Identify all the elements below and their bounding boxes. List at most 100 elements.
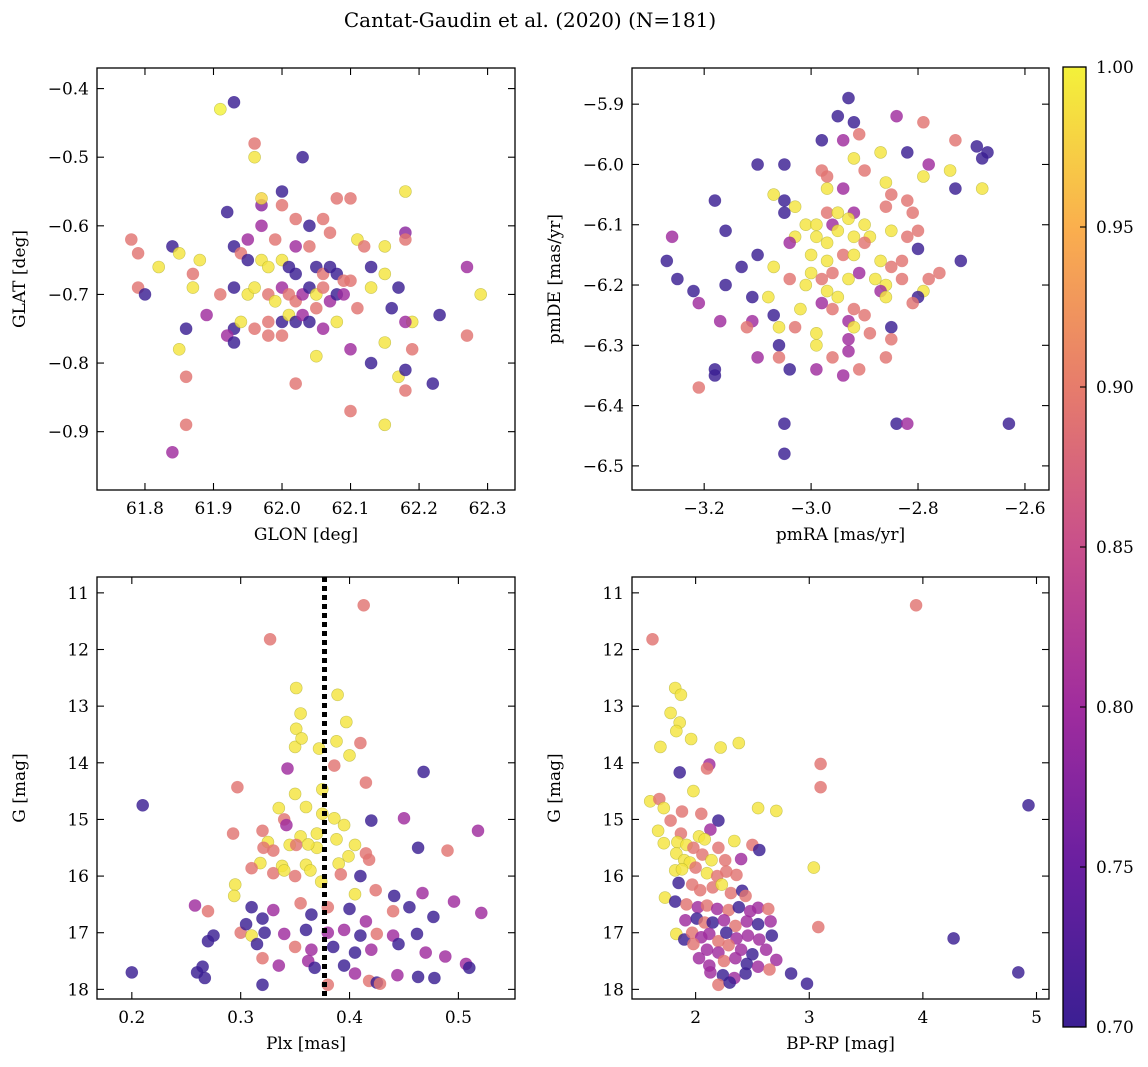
scatter-point — [316, 212, 330, 226]
scatter-point — [826, 266, 839, 280]
scatter-point — [172, 247, 186, 260]
y-tick-label: −0.4 — [48, 80, 89, 100]
scatter-points — [643, 598, 1035, 992]
scatter-point — [751, 801, 765, 815]
scatter-point — [296, 150, 309, 164]
scatter-point — [646, 632, 659, 646]
scatter-point — [906, 206, 920, 219]
scatter-point — [438, 950, 452, 963]
scatter-point — [712, 978, 725, 992]
scatter-point — [769, 953, 783, 967]
scatter-point — [399, 233, 412, 246]
scatter-point — [348, 946, 362, 959]
y-tick-label: 11 — [602, 584, 624, 604]
scatter-point — [179, 418, 193, 432]
panel-glon-glat: 61.8 61.9 62.0 62.1 62.2 62.3 −0.4 −0.5 −0.6 −0.7… — [10, 67, 516, 545]
scatter-point — [847, 248, 861, 262]
y-tick-label: 12 — [602, 641, 624, 661]
scatter-point — [719, 278, 732, 292]
scatter-point — [729, 951, 742, 965]
scatter-point — [348, 887, 362, 901]
scatter-point — [687, 784, 700, 798]
y-tick-label: −6.5 — [583, 457, 624, 477]
scatter-point — [460, 329, 474, 342]
scatter-point — [879, 176, 893, 189]
scatter-point — [301, 838, 315, 851]
scatter-point — [800, 977, 814, 991]
scatter-point — [234, 315, 248, 329]
scatter-point — [794, 302, 807, 316]
colorbar-tick-label: 1.00 — [1096, 58, 1134, 78]
scatter-point — [664, 706, 677, 720]
scatter-point — [354, 929, 367, 942]
scatter-point — [722, 938, 735, 952]
scatter-point — [783, 363, 797, 376]
scatter-point — [136, 798, 149, 812]
scatter-point — [740, 320, 754, 334]
axes-frame — [631, 67, 1050, 491]
scatter-point — [788, 320, 802, 334]
scatter-point — [751, 158, 764, 171]
scatter-point — [348, 967, 362, 980]
scatter-point — [717, 913, 731, 927]
scatter-point — [717, 954, 731, 968]
scatter-point — [820, 284, 834, 298]
scatter-point — [906, 296, 920, 310]
scatter-point — [288, 740, 302, 754]
y-tick-label: 16 — [602, 867, 624, 887]
scatter-point — [344, 274, 357, 288]
y-tick-label: −6.3 — [583, 336, 624, 356]
scatter-point — [900, 146, 914, 159]
scatter-point — [900, 417, 914, 431]
scatter-point — [196, 960, 209, 974]
y-tick-label: −6.0 — [583, 155, 624, 175]
axes-frame — [96, 67, 516, 491]
scatter-point — [769, 804, 783, 818]
scatter-point — [814, 757, 827, 771]
scatter-point — [842, 91, 855, 105]
y-axis-label: G [mag] — [545, 753, 565, 822]
scatter-point — [1022, 798, 1035, 812]
scatter-point — [256, 978, 269, 992]
scatter-point — [734, 852, 748, 866]
scatter-point — [385, 301, 399, 315]
scatter-point — [294, 896, 307, 910]
scatter-point — [917, 116, 930, 129]
scatter-point — [125, 233, 138, 246]
scatter-point — [778, 194, 791, 207]
scatter-point — [729, 919, 742, 933]
scatter-point — [261, 329, 275, 342]
scatter-point — [708, 369, 722, 382]
scatter-point — [268, 233, 282, 246]
scatter-point — [858, 236, 871, 250]
scatter-point — [949, 134, 962, 147]
scatter-point — [741, 929, 755, 942]
scatter-point — [1002, 417, 1016, 431]
scatter-point — [337, 959, 351, 972]
scatter-point — [309, 301, 323, 315]
y-tick-label: 16 — [67, 867, 89, 887]
scatter-points — [660, 91, 1016, 461]
scatter-point — [879, 351, 893, 364]
y-tick-label: 18 — [67, 980, 89, 1000]
scatter-point — [275, 329, 289, 342]
scatter-point — [332, 857, 346, 870]
scatter-point — [831, 206, 845, 219]
scatter-point — [201, 934, 215, 948]
scatter-point — [342, 849, 355, 863]
scatter-point — [417, 765, 430, 779]
x-tick-label: 0.4 — [336, 1008, 363, 1028]
scatter-point — [1011, 966, 1025, 979]
scatter-point — [679, 913, 692, 927]
scatter-point — [166, 445, 179, 459]
scatter-point — [689, 861, 702, 874]
x-tick-label: −3.0 — [790, 499, 831, 519]
scatter-point — [895, 272, 909, 286]
scatter-point — [277, 927, 291, 941]
axes-frame — [631, 576, 1050, 1000]
scatter-point — [842, 212, 855, 225]
y-tick-label: −0.6 — [48, 217, 89, 237]
scatter-point — [373, 977, 387, 991]
scatter-point — [783, 236, 797, 250]
